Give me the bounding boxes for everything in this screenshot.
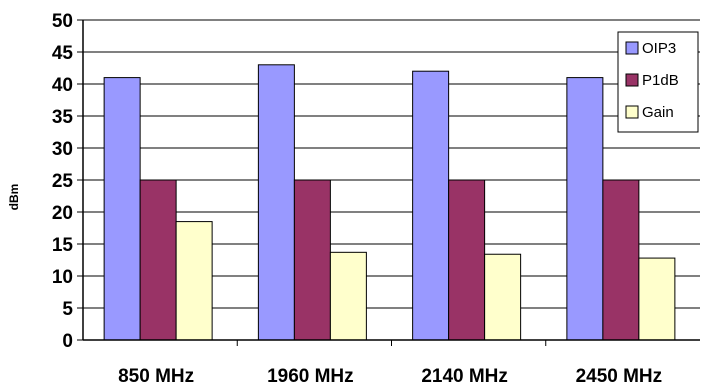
y-tick-label: 35 [52, 107, 74, 128]
x-category-label: 1960 MHz [267, 366, 354, 387]
x-category-labels: 850 MHz 1960 MHz 2140 MHz 2450 MHz [118, 366, 662, 387]
bar-p1db-1960-mhz [293, 179, 331, 341]
y-tick-label: 10 [52, 267, 73, 288]
y-tick-label: 20 [52, 203, 73, 224]
y-tick-label: 30 [52, 139, 73, 160]
y-tick-label: 25 [52, 171, 74, 192]
legend-swatch [625, 105, 639, 119]
y-axis-label: dBm [7, 184, 21, 211]
bar-oip3-850-mhz [103, 77, 141, 341]
y-tick-label: 5 [62, 299, 73, 320]
bar-p1db-2450-mhz [602, 179, 640, 341]
legend: OIP3 P1dB Gain [617, 31, 699, 133]
x-category-label: 850 MHz [118, 366, 194, 387]
y-tick-label: 15 [52, 235, 74, 256]
legend-label: P1dB [642, 72, 679, 89]
y-tick-label: 40 [52, 75, 73, 96]
bar-gain-2450-mhz [638, 257, 676, 341]
x-category-label: 2140 MHz [421, 366, 508, 387]
bars [103, 64, 676, 341]
bar-gain-2140-mhz [484, 253, 522, 341]
legend-label: Gain [642, 104, 674, 121]
bar-oip3-2450-mhz [566, 77, 604, 341]
bar-oip3-1960-mhz [257, 64, 295, 341]
legend-swatch [625, 73, 639, 87]
y-tick-label: 45 [52, 43, 74, 64]
y-tick-label: 0 [62, 331, 73, 352]
bar-p1db-2140-mhz [448, 179, 486, 341]
x-category-label: 2450 MHz [576, 366, 663, 387]
y-tick-label: 50 [52, 11, 73, 32]
bar-oip3-2140-mhz [412, 70, 450, 341]
y-tick-labels: 0 5 10 15 20 25 30 35 40 45 50 [52, 11, 74, 352]
axes [82, 20, 700, 346]
legend-swatch [625, 41, 639, 55]
bar-p1db-850-mhz [139, 179, 177, 341]
bar-gain-1960-mhz [329, 251, 367, 341]
bar-gain-850-mhz [175, 221, 213, 341]
legend-label: OIP3 [642, 40, 676, 57]
